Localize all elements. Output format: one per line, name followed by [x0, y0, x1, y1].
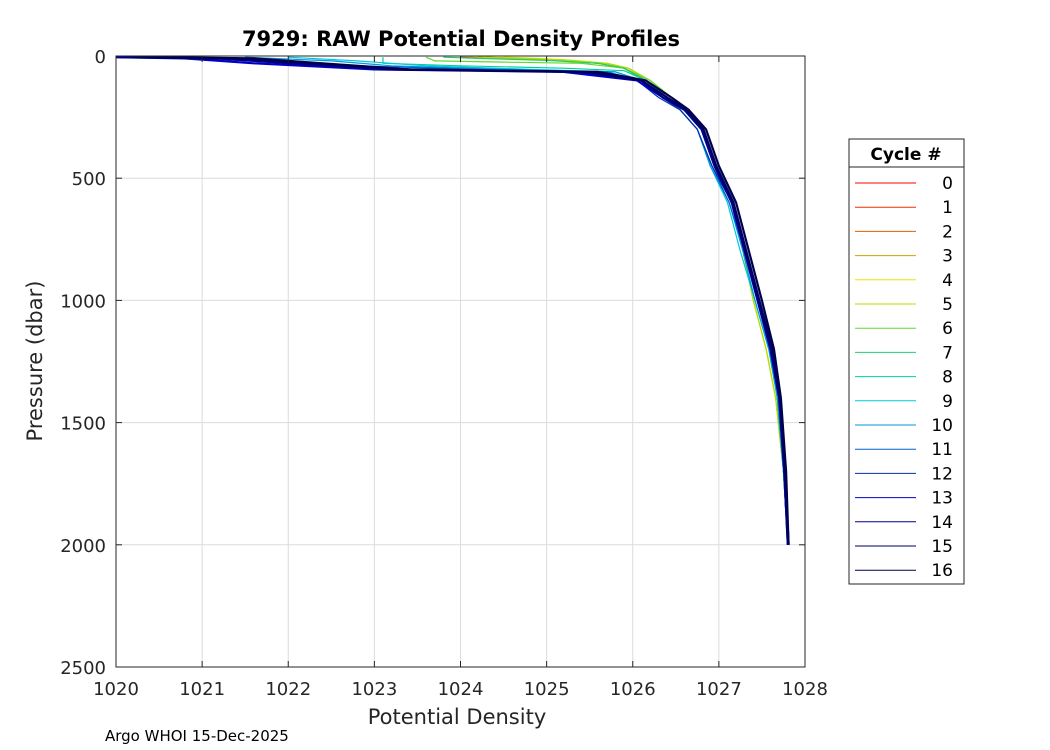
series-line-cycle-16: [159, 56, 790, 545]
y-tick-label: 500: [72, 169, 106, 190]
legend-label-cycle-9: 9: [942, 392, 953, 412]
y-tick-label: 1500: [60, 414, 106, 435]
series-line-cycle-12: [115, 56, 789, 545]
legend-label-cycle-12: 12: [931, 464, 953, 484]
x-tick-label: 1024: [438, 679, 484, 700]
legend-label-cycle-10: 10: [931, 416, 953, 436]
x-tick-label: 1020: [93, 679, 139, 700]
legend-label-cycle-5: 5: [942, 295, 953, 315]
x-tick-label: 1026: [610, 679, 656, 700]
y-axis-label: Pressure (dbar): [23, 281, 47, 442]
series-line-cycle-7: [443, 56, 789, 545]
series-line-cycle-3: [469, 56, 789, 545]
series-line-cycle-13: [115, 56, 789, 545]
x-tick-label: 1027: [696, 679, 742, 700]
x-tick-label: 1025: [524, 679, 570, 700]
y-tick-label: 2500: [60, 658, 106, 679]
x-tick-label: 1023: [351, 679, 397, 700]
chart-title: 7929: RAW Potential Density Profiles: [242, 27, 680, 51]
y-tick-label: 0: [95, 47, 106, 68]
legend-title: Cycle #: [870, 145, 941, 165]
legend-label-cycle-14: 14: [931, 513, 953, 533]
footer-note: Argo WHOI 15-Dec-2025: [105, 727, 289, 745]
legend-label-cycle-11: 11: [931, 440, 953, 460]
series-line-cycle-6: [425, 56, 789, 545]
legend-label-cycle-15: 15: [931, 537, 953, 557]
legend-label-cycle-16: 16: [931, 561, 953, 581]
x-tick-label: 1021: [179, 679, 225, 700]
x-axis-label: Potential Density: [368, 705, 547, 729]
axis-ticks: 1020 1021 1022 1023 1024 1025 1026 1027 1028 0 500…: [60, 47, 828, 700]
legend-label-cycle-0: 0: [942, 174, 953, 194]
legend-box: [848, 138, 965, 585]
grid: [115, 55, 806, 668]
legend-label-cycle-8: 8: [942, 368, 953, 388]
x-tick-label: 1028: [782, 679, 828, 700]
legend-label-cycle-6: 6: [942, 319, 953, 339]
series-line-cycle-9: [288, 56, 789, 545]
series-line-cycle-14: [115, 56, 789, 545]
legend-label-cycle-1: 1: [942, 198, 953, 218]
legend-label-cycle-4: 4: [942, 271, 953, 291]
x-tick-label: 1022: [265, 679, 311, 700]
legend-label-cycle-7: 7: [942, 343, 953, 363]
legend-label-cycle-2: 2: [942, 222, 953, 242]
series-line-cycle-2: [486, 56, 789, 545]
legend-label-cycle-13: 13: [931, 489, 953, 509]
series-lines: [115, 56, 790, 545]
legend-label-cycle-3: 3: [942, 247, 953, 267]
series-line-cycle-8: [382, 57, 789, 545]
y-tick-label: 1000: [60, 291, 106, 312]
y-tick-label: 2000: [60, 536, 106, 557]
series-line-cycle-1: [460, 56, 789, 545]
